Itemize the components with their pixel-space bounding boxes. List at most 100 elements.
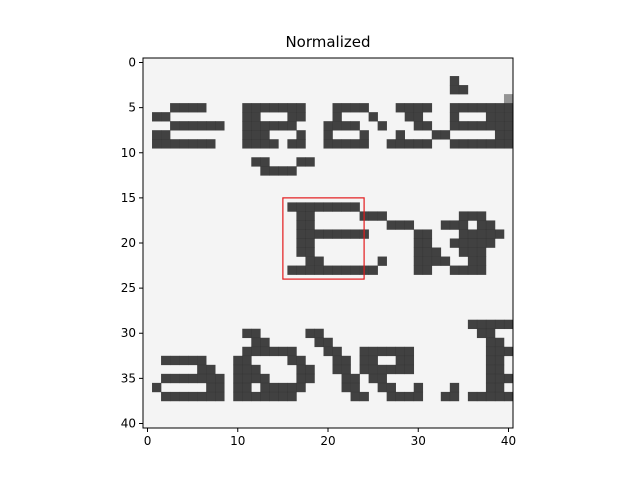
image-pixel <box>341 139 351 149</box>
image-pixel <box>494 130 505 140</box>
image-pixel <box>359 103 369 113</box>
image-pixel <box>242 391 252 402</box>
image-pixel <box>332 364 342 375</box>
image-pixel <box>251 130 261 140</box>
image-pixel <box>413 238 424 248</box>
image-pixel <box>260 337 270 348</box>
image-pixel <box>359 139 369 149</box>
image-pixel <box>503 94 514 104</box>
image-pixel <box>197 121 207 131</box>
image-pixel <box>350 202 360 212</box>
image-pixel <box>170 391 180 402</box>
image-pixel <box>395 364 405 375</box>
image-pixel <box>188 391 198 402</box>
image-pixel <box>323 337 333 348</box>
image-pixel <box>368 364 378 375</box>
image-pixel <box>449 103 460 113</box>
image-pixel <box>413 121 424 131</box>
image-pixel <box>233 373 243 384</box>
image-pixel <box>278 391 288 402</box>
image-pixel <box>458 121 469 131</box>
image-pixel <box>467 121 478 131</box>
image-pixel <box>287 103 297 113</box>
image-pixel <box>296 238 306 248</box>
image-pixel <box>260 139 270 149</box>
image-pixel <box>413 112 424 122</box>
image-pixel <box>323 121 333 131</box>
image-pixel <box>314 328 324 339</box>
image-pixel <box>341 103 351 113</box>
image-pixel <box>503 130 514 140</box>
image-pixel <box>179 103 189 113</box>
image-pixel <box>278 103 288 113</box>
image-pixel <box>377 121 387 131</box>
image-pixel <box>440 130 451 140</box>
image-pixel <box>305 328 315 339</box>
image-pixel <box>404 103 415 113</box>
image-pixel <box>296 382 306 393</box>
image-pixel <box>413 382 424 393</box>
image-pixel <box>206 139 216 149</box>
image-pixel <box>251 364 261 375</box>
image-pixel <box>359 130 369 140</box>
image-pixel <box>386 391 396 402</box>
image-pixel <box>296 229 306 239</box>
image-pixel <box>458 229 469 239</box>
image-pixel <box>206 121 216 131</box>
image-pixel <box>242 103 252 113</box>
image-pixel <box>188 373 198 384</box>
image-pixel <box>449 85 460 95</box>
image-pixel <box>251 373 261 384</box>
image-pixel <box>449 112 460 122</box>
image-pixel <box>485 364 496 375</box>
image-pixel <box>503 121 514 131</box>
image-pixel <box>269 166 279 176</box>
image-pixel <box>494 391 505 402</box>
image-pixel <box>305 265 315 275</box>
image-pixel <box>350 373 360 384</box>
image-pixel <box>269 346 279 357</box>
image-pixel <box>242 373 252 384</box>
image-pixel <box>188 103 198 113</box>
image-pixel <box>233 382 243 393</box>
image-pixel <box>422 139 433 149</box>
image-pixel <box>188 121 198 131</box>
image-pixel <box>269 382 279 393</box>
image-pixel <box>251 103 261 113</box>
image-pixel <box>305 247 315 257</box>
image-pixel <box>269 121 279 131</box>
image-pixel <box>296 157 306 167</box>
image-pixel <box>296 265 306 275</box>
image-pixel <box>287 355 297 366</box>
image-pixel <box>242 112 252 122</box>
image-pixel <box>278 346 288 357</box>
image-pixel <box>386 220 396 230</box>
y-tick-label: 40 <box>121 416 136 430</box>
image-pixel <box>287 346 297 357</box>
image-pixel <box>341 265 351 275</box>
image-pixel <box>431 247 442 257</box>
image-pixel <box>476 265 487 275</box>
image-pixel <box>350 391 360 402</box>
image-pixel <box>215 373 225 384</box>
image-pixel <box>494 319 505 330</box>
image-pixel <box>305 220 315 230</box>
image-pixel <box>341 202 351 212</box>
image-pixel <box>296 139 306 149</box>
image-pixel <box>332 202 342 212</box>
image-pixel <box>287 121 297 131</box>
image-pixel <box>503 373 514 384</box>
image-pixel <box>170 139 180 149</box>
image-pixel <box>251 328 261 339</box>
image-pixel <box>152 139 162 149</box>
image-pixel <box>179 355 189 366</box>
image-pixel <box>242 382 252 393</box>
image-pixel <box>485 139 496 149</box>
annotation-box-layer <box>282 197 365 280</box>
image-pixel <box>476 103 487 113</box>
image-pixel <box>494 373 505 384</box>
image-pixel <box>359 391 369 402</box>
image-pixel <box>503 103 514 113</box>
image-pixel <box>386 346 396 357</box>
image-pixel <box>242 121 252 131</box>
